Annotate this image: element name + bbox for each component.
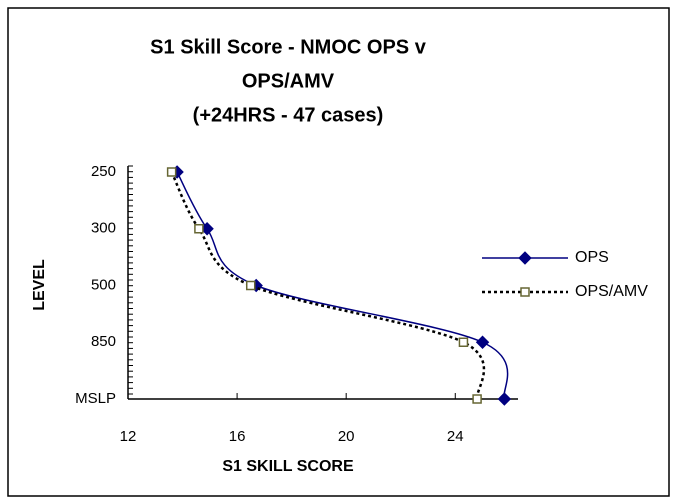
x-tick-label: 20 bbox=[338, 428, 355, 445]
legend-label: OPS/AMV bbox=[575, 283, 648, 300]
x-tick-label: 24 bbox=[447, 428, 464, 445]
chart-title: OPS/AMV bbox=[242, 70, 335, 92]
legend-marker bbox=[518, 251, 532, 265]
y-tick-label: 850 bbox=[91, 333, 116, 350]
series-line bbox=[176, 171, 509, 400]
point bbox=[194, 224, 204, 234]
chart-title: (+24HRS - 47 cases) bbox=[193, 104, 384, 126]
point bbox=[245, 280, 256, 291]
legend-marker bbox=[520, 287, 530, 297]
y-tick-label: 250 bbox=[91, 163, 116, 180]
chart-title: S1 Skill Score - NMOC OPS v bbox=[150, 36, 427, 58]
y-tick-label: 500 bbox=[91, 276, 116, 293]
point bbox=[472, 394, 482, 404]
x-tick-label: 12 bbox=[120, 428, 137, 445]
point bbox=[497, 392, 512, 406]
y-axis-label: LEVEL bbox=[31, 259, 48, 311]
y-tick-label: 300 bbox=[91, 220, 116, 237]
x-axis-label: S1 SKILL SCORE bbox=[222, 458, 354, 475]
legend-label: OPS bbox=[575, 249, 609, 266]
series-line bbox=[170, 171, 486, 400]
point bbox=[475, 335, 490, 349]
point bbox=[458, 337, 469, 347]
point bbox=[166, 167, 177, 177]
chart-frame bbox=[7, 7, 670, 497]
x-tick-label: 16 bbox=[229, 428, 246, 445]
y-tick-label: MSLP bbox=[75, 390, 116, 407]
